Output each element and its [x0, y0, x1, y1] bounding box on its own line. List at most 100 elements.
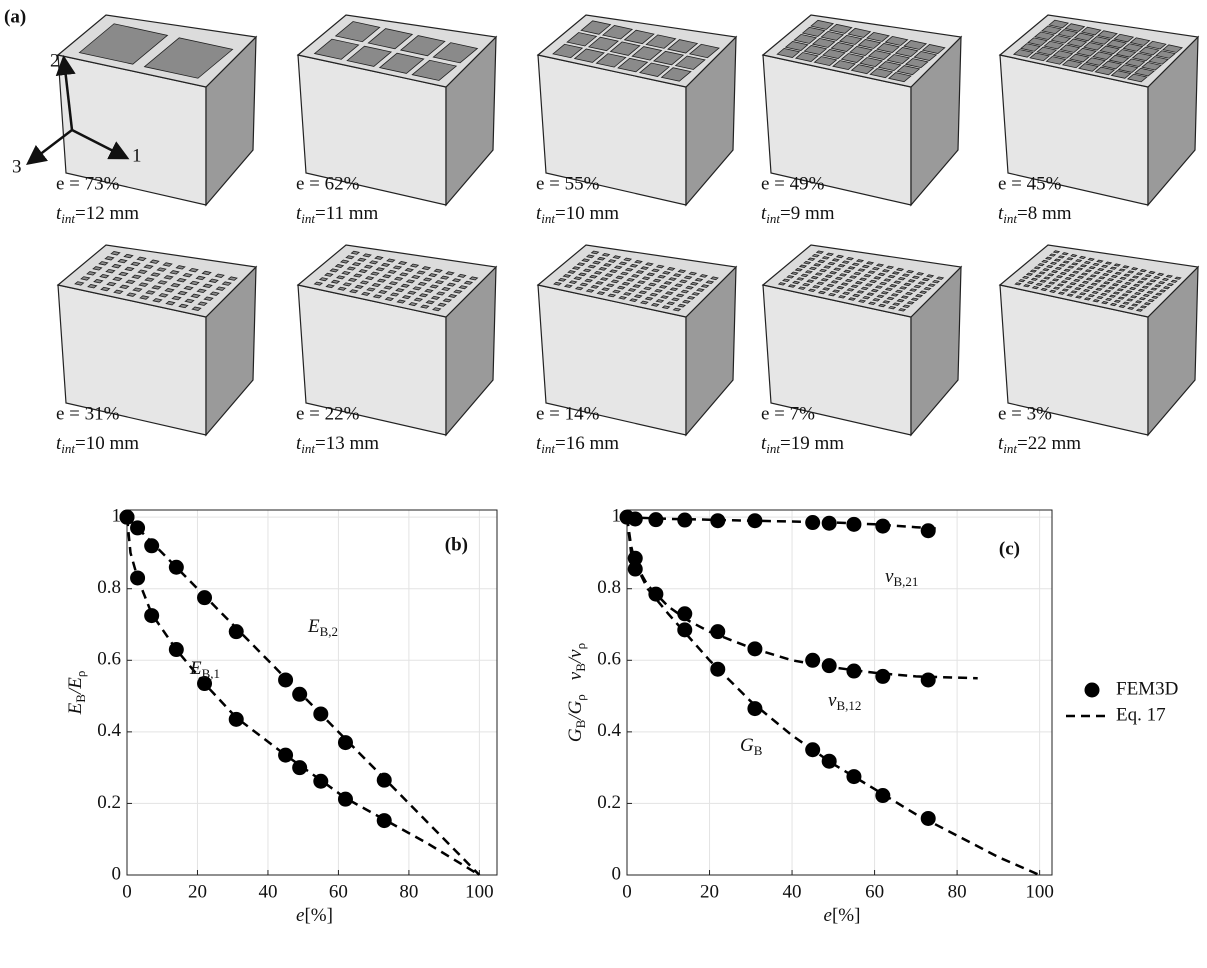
block-hole	[576, 287, 583, 290]
block-hole	[1146, 283, 1152, 285]
block-hole	[1117, 289, 1123, 291]
block-hole	[886, 288, 892, 291]
block-hole	[843, 292, 849, 295]
block-hole	[866, 284, 872, 287]
block-hole	[1064, 269, 1070, 271]
block-hole	[1054, 287, 1060, 289]
block-hole	[1077, 268, 1083, 270]
block-hole	[892, 294, 898, 297]
block-hole	[660, 285, 667, 288]
block-hole	[853, 294, 859, 297]
series-label-part: G	[740, 735, 754, 756]
block-hole	[638, 281, 645, 284]
block-hole	[1147, 291, 1153, 293]
block-hole	[1046, 257, 1052, 259]
block-hole	[688, 296, 695, 299]
block-hole	[1038, 264, 1044, 266]
porosity-label: e = 73%	[56, 173, 120, 194]
block-hole	[829, 293, 835, 296]
block-hole	[672, 298, 679, 301]
y-axis-label-part: ρ	[73, 671, 88, 678]
block-hole	[595, 271, 602, 274]
block-hole	[863, 265, 869, 268]
block-hole	[711, 277, 718, 280]
y-axis-label-part: ρ	[573, 643, 588, 650]
block-hole	[897, 299, 903, 302]
block-hole	[683, 300, 690, 303]
block-hole	[1095, 280, 1101, 282]
block-hole	[615, 266, 622, 269]
block-hole	[844, 270, 850, 273]
data-point	[747, 641, 762, 656]
data-point	[805, 515, 820, 530]
block-hole	[1049, 282, 1055, 284]
data-point	[144, 608, 159, 623]
block-hole	[1111, 267, 1117, 269]
block-hole	[834, 268, 840, 271]
block-hole	[1119, 269, 1125, 271]
legend-label: FEM3D	[1116, 678, 1178, 699]
block-hole	[843, 261, 849, 264]
block-hole	[839, 296, 845, 299]
y-tick-label: 0	[612, 863, 622, 884]
block-hole	[658, 275, 665, 278]
block-hole	[927, 275, 933, 278]
block-hole	[1073, 271, 1079, 273]
block-hole	[1074, 279, 1080, 281]
block-hole	[1129, 279, 1135, 281]
block-hole	[851, 285, 857, 288]
block-hole	[670, 288, 677, 291]
block-hole	[630, 299, 637, 302]
block-hole	[787, 276, 793, 279]
block-hole	[1045, 285, 1051, 287]
block-hole	[666, 292, 673, 295]
block-hole	[840, 274, 846, 277]
block-hole	[627, 278, 634, 281]
block-hole	[1069, 274, 1075, 276]
block-hole	[1104, 282, 1110, 284]
block-hole	[573, 267, 580, 270]
series-label-part: E	[307, 616, 320, 637]
block-hole	[867, 262, 873, 265]
thickness-label: tint=12 mm	[56, 203, 139, 226]
block-hole	[870, 280, 876, 283]
block-hole	[652, 269, 659, 272]
block-hole	[873, 299, 879, 302]
block-hole	[897, 268, 903, 271]
data-point	[875, 669, 890, 684]
x-axis-label-part: [%]	[304, 905, 332, 926]
block-hole	[928, 284, 934, 287]
block-hole	[635, 295, 642, 298]
block-hole	[1091, 283, 1097, 285]
block-hole	[1137, 309, 1143, 311]
block-hole	[1083, 281, 1089, 283]
block-hole	[565, 285, 572, 288]
block-hole	[618, 286, 625, 289]
thickness-label-part: int	[61, 211, 75, 226]
data-point	[805, 742, 820, 757]
block-hole	[1051, 262, 1057, 264]
block-hole	[937, 277, 943, 280]
series-label-part: B,2	[320, 624, 338, 639]
block-hole	[1152, 296, 1158, 298]
block-hole	[799, 287, 805, 290]
panel-label: (b)	[445, 534, 468, 555]
block-hole	[819, 291, 825, 294]
block-hole	[652, 303, 659, 306]
block-hole	[681, 290, 688, 293]
block-hole	[1112, 275, 1118, 277]
block-hole	[624, 258, 631, 261]
thickness-label-part: =13 mm	[315, 433, 379, 454]
block-hole	[570, 281, 577, 284]
block-hole	[1115, 272, 1121, 274]
block-hole	[869, 302, 875, 305]
block-hole	[1156, 293, 1162, 295]
block-hole	[867, 293, 873, 296]
block-hole	[1166, 275, 1172, 277]
data-point	[229, 712, 244, 727]
y-tick-label: 0.4	[97, 720, 121, 741]
block-hole	[624, 292, 631, 295]
y-tick-label: 1	[112, 506, 122, 527]
block-hole	[647, 273, 654, 276]
thickness-label: tint=16 mm	[536, 433, 619, 456]
